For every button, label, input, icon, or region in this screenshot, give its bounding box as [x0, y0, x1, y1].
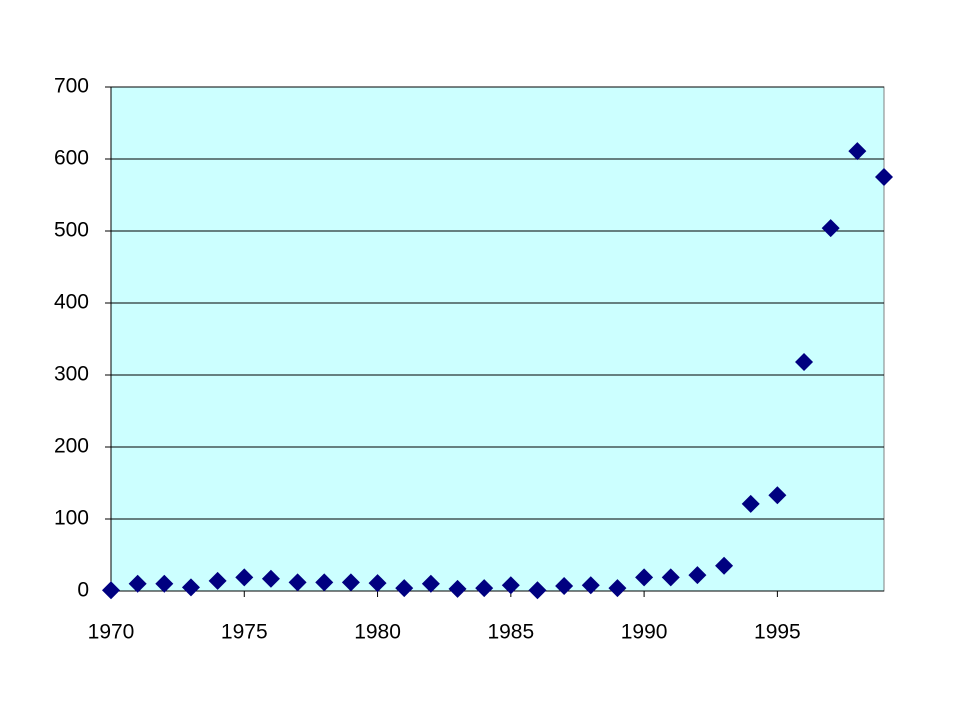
marker [581, 576, 600, 595]
marker [528, 581, 547, 600]
marker [821, 219, 840, 238]
plot-area [110, 86, 885, 592]
marker [848, 142, 867, 161]
marker [341, 573, 360, 592]
marker [208, 571, 227, 590]
marker [661, 568, 680, 587]
marker [368, 574, 387, 593]
marker [741, 494, 760, 513]
marker [475, 579, 494, 598]
marker [608, 579, 627, 598]
marker [768, 486, 787, 505]
x-tick-label: 1990 [621, 621, 668, 644]
marker [315, 573, 334, 592]
x-tick-label: 1980 [354, 621, 401, 644]
y-tick-label: 200 [54, 435, 89, 458]
x-tick-label: 1970 [88, 621, 135, 644]
marker [261, 569, 280, 588]
y-tick-label: 700 [54, 75, 89, 98]
marker [635, 568, 654, 587]
x-tick-label: 1985 [487, 621, 534, 644]
marker [555, 576, 574, 595]
marker [715, 556, 734, 575]
marker [875, 168, 893, 186]
marker [688, 566, 707, 585]
y-tick-label: 300 [54, 363, 89, 386]
x-tick-label: 1975 [221, 621, 268, 644]
marker [395, 579, 414, 598]
marker [448, 579, 467, 598]
marker [501, 576, 520, 595]
y-tick-label: 100 [54, 507, 89, 530]
y-tick-label: 500 [54, 219, 89, 242]
marker [421, 574, 440, 593]
marker [181, 578, 200, 597]
marker [235, 568, 254, 587]
y-tick-label: 600 [54, 147, 89, 170]
marker [128, 574, 147, 593]
marker [795, 353, 814, 372]
x-tick-label: 1995 [754, 621, 801, 644]
y-tick-label: 400 [54, 291, 89, 314]
y-tick-label: 0 [77, 579, 89, 602]
marker [288, 573, 307, 592]
marker [102, 581, 120, 600]
marker [155, 574, 174, 593]
